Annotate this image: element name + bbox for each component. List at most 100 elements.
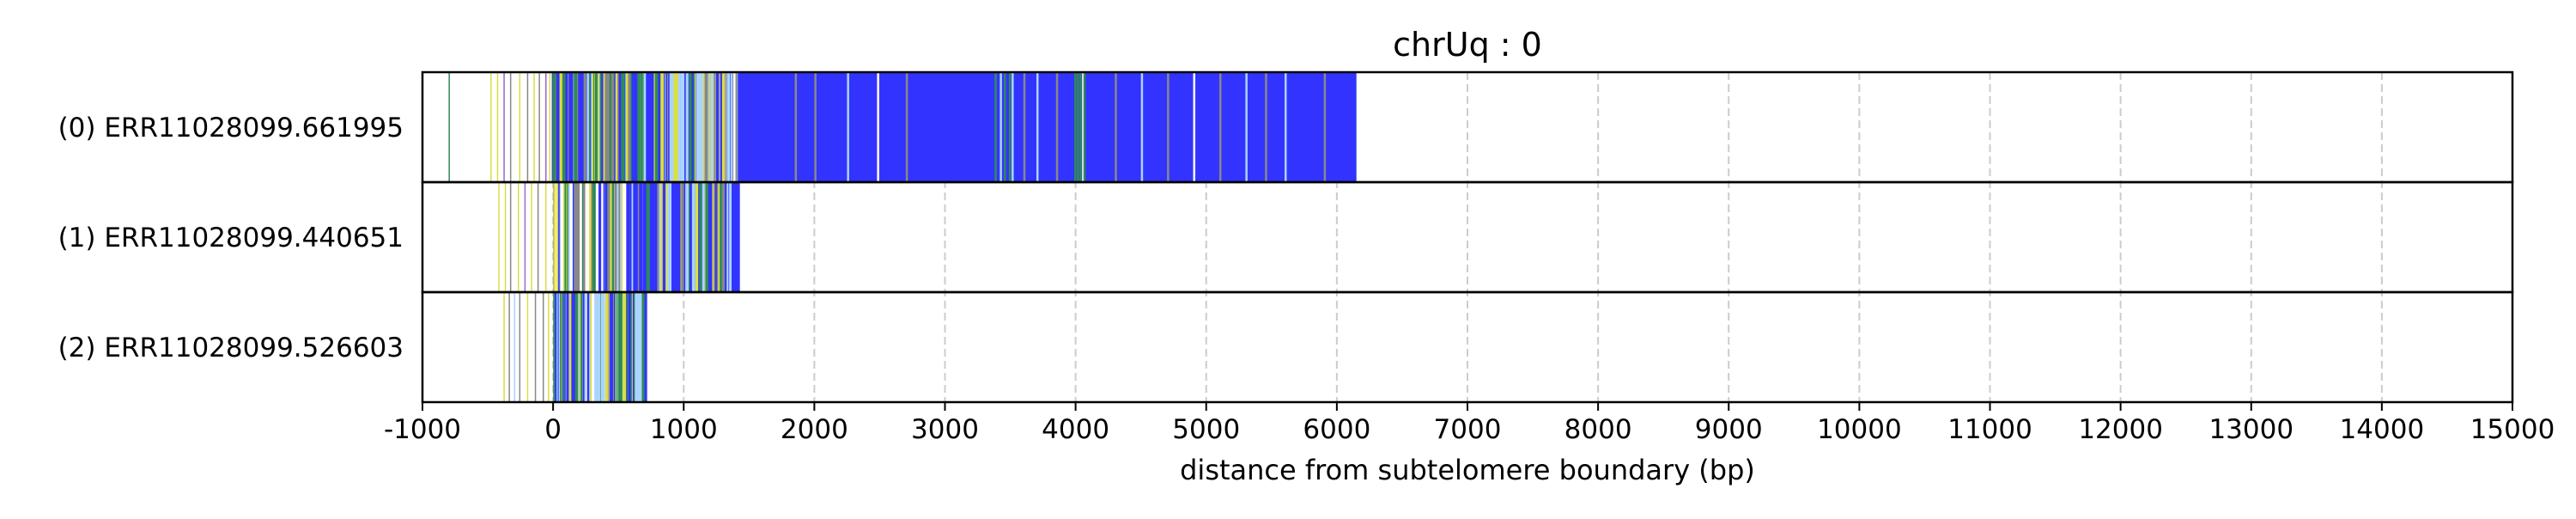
feature-mark (665, 182, 668, 292)
feature-mark (682, 72, 685, 182)
feature-mark (553, 182, 556, 292)
feature-mark (718, 182, 721, 292)
feature-mark (877, 72, 879, 182)
feature-mark (503, 72, 505, 182)
feature-mark (598, 72, 600, 182)
feature-mark (575, 292, 580, 402)
feature-mark (556, 292, 558, 402)
feature-mark (627, 292, 629, 402)
feature-mark (638, 292, 642, 402)
feature-mark (594, 292, 598, 402)
feature-mark (699, 182, 702, 292)
feature-mark (721, 72, 725, 182)
feature-mark (685, 182, 689, 292)
feature-mark (534, 292, 537, 402)
feature-mark (794, 72, 798, 182)
feature-mark (556, 182, 559, 292)
feature-mark (605, 292, 609, 402)
x-tick-label: 7000 (1434, 414, 1502, 445)
feature-mark (620, 182, 623, 292)
feature-mark (562, 292, 564, 402)
feature-mark (557, 292, 561, 402)
feature-mark (630, 292, 632, 402)
feature-mark (629, 182, 633, 292)
x-tick-label: -1000 (384, 414, 461, 445)
x-tick-label: 6000 (1303, 414, 1370, 445)
feature-mark (563, 292, 566, 402)
feature-mark (685, 72, 689, 182)
feature-mark (617, 182, 620, 292)
feature-mark (695, 182, 699, 292)
feature-mark (666, 72, 669, 182)
feature-mark (680, 182, 682, 292)
feature-mark (580, 292, 583, 402)
feature-mark (531, 182, 532, 292)
feature-mark (674, 72, 678, 182)
feature-mark (581, 182, 584, 292)
feature-mark (559, 72, 562, 182)
feature-mark (598, 182, 602, 292)
feature-mark (526, 292, 529, 402)
feature-mark (598, 292, 602, 402)
feature-mark (611, 292, 615, 402)
feature-mark (560, 292, 562, 402)
feature-mark (583, 72, 586, 182)
feature-mark (1218, 72, 1222, 182)
feature-mark (615, 72, 618, 182)
read-track (448, 72, 1357, 182)
feature-mark (1055, 72, 1059, 182)
x-tick-label: 2000 (781, 414, 848, 445)
feature-mark (689, 72, 692, 182)
feature-mark (994, 72, 997, 182)
feature-mark (631, 182, 634, 292)
feature-mark (729, 182, 732, 292)
feature-mark (617, 292, 622, 402)
feature-mark (538, 72, 540, 182)
x-tick-label: 4000 (1042, 414, 1109, 445)
feature-mark (498, 182, 500, 292)
feature-mark (657, 182, 659, 292)
feature-mark (548, 292, 550, 402)
feature-mark (603, 182, 605, 292)
feature-mark (814, 72, 817, 182)
feature-mark (597, 292, 600, 402)
feature-mark (524, 182, 526, 292)
feature-mark (549, 72, 551, 182)
feature-mark (448, 72, 450, 182)
feature-mark (609, 292, 611, 402)
feature-mark (708, 72, 711, 182)
feature-mark (1074, 72, 1077, 182)
feature-mark (1082, 72, 1084, 182)
feature-mark (519, 292, 521, 402)
feature-mark (592, 182, 596, 292)
feature-mark (553, 292, 555, 402)
feature-mark (627, 182, 630, 292)
feature-mark (702, 182, 705, 292)
feature-mark (659, 182, 662, 292)
x-tick-label: 11000 (1947, 414, 2032, 445)
feature-mark (680, 72, 682, 182)
chart-title: chrUq : 0 (1393, 26, 1542, 64)
feature-mark (555, 292, 558, 402)
feature-mark (568, 182, 570, 292)
feature-mark (611, 72, 615, 182)
feature-mark (557, 182, 560, 292)
feature-mark (635, 292, 640, 402)
feature-mark (1036, 72, 1039, 182)
feature-mark (542, 292, 544, 402)
feature-mark (574, 292, 577, 402)
feature-mark (660, 182, 663, 292)
row-label: (2) ERR11028099.526603 (58, 333, 404, 363)
feature-mark (537, 182, 539, 292)
feature-mark (669, 182, 672, 292)
feature-mark (734, 72, 738, 182)
feature-mark (637, 72, 641, 182)
feature-mark (678, 182, 682, 292)
feature-mark (733, 72, 736, 182)
feature-mark (606, 182, 609, 292)
feature-mark (1245, 72, 1248, 182)
feature-mark (677, 72, 681, 182)
feature-mark (624, 292, 628, 402)
